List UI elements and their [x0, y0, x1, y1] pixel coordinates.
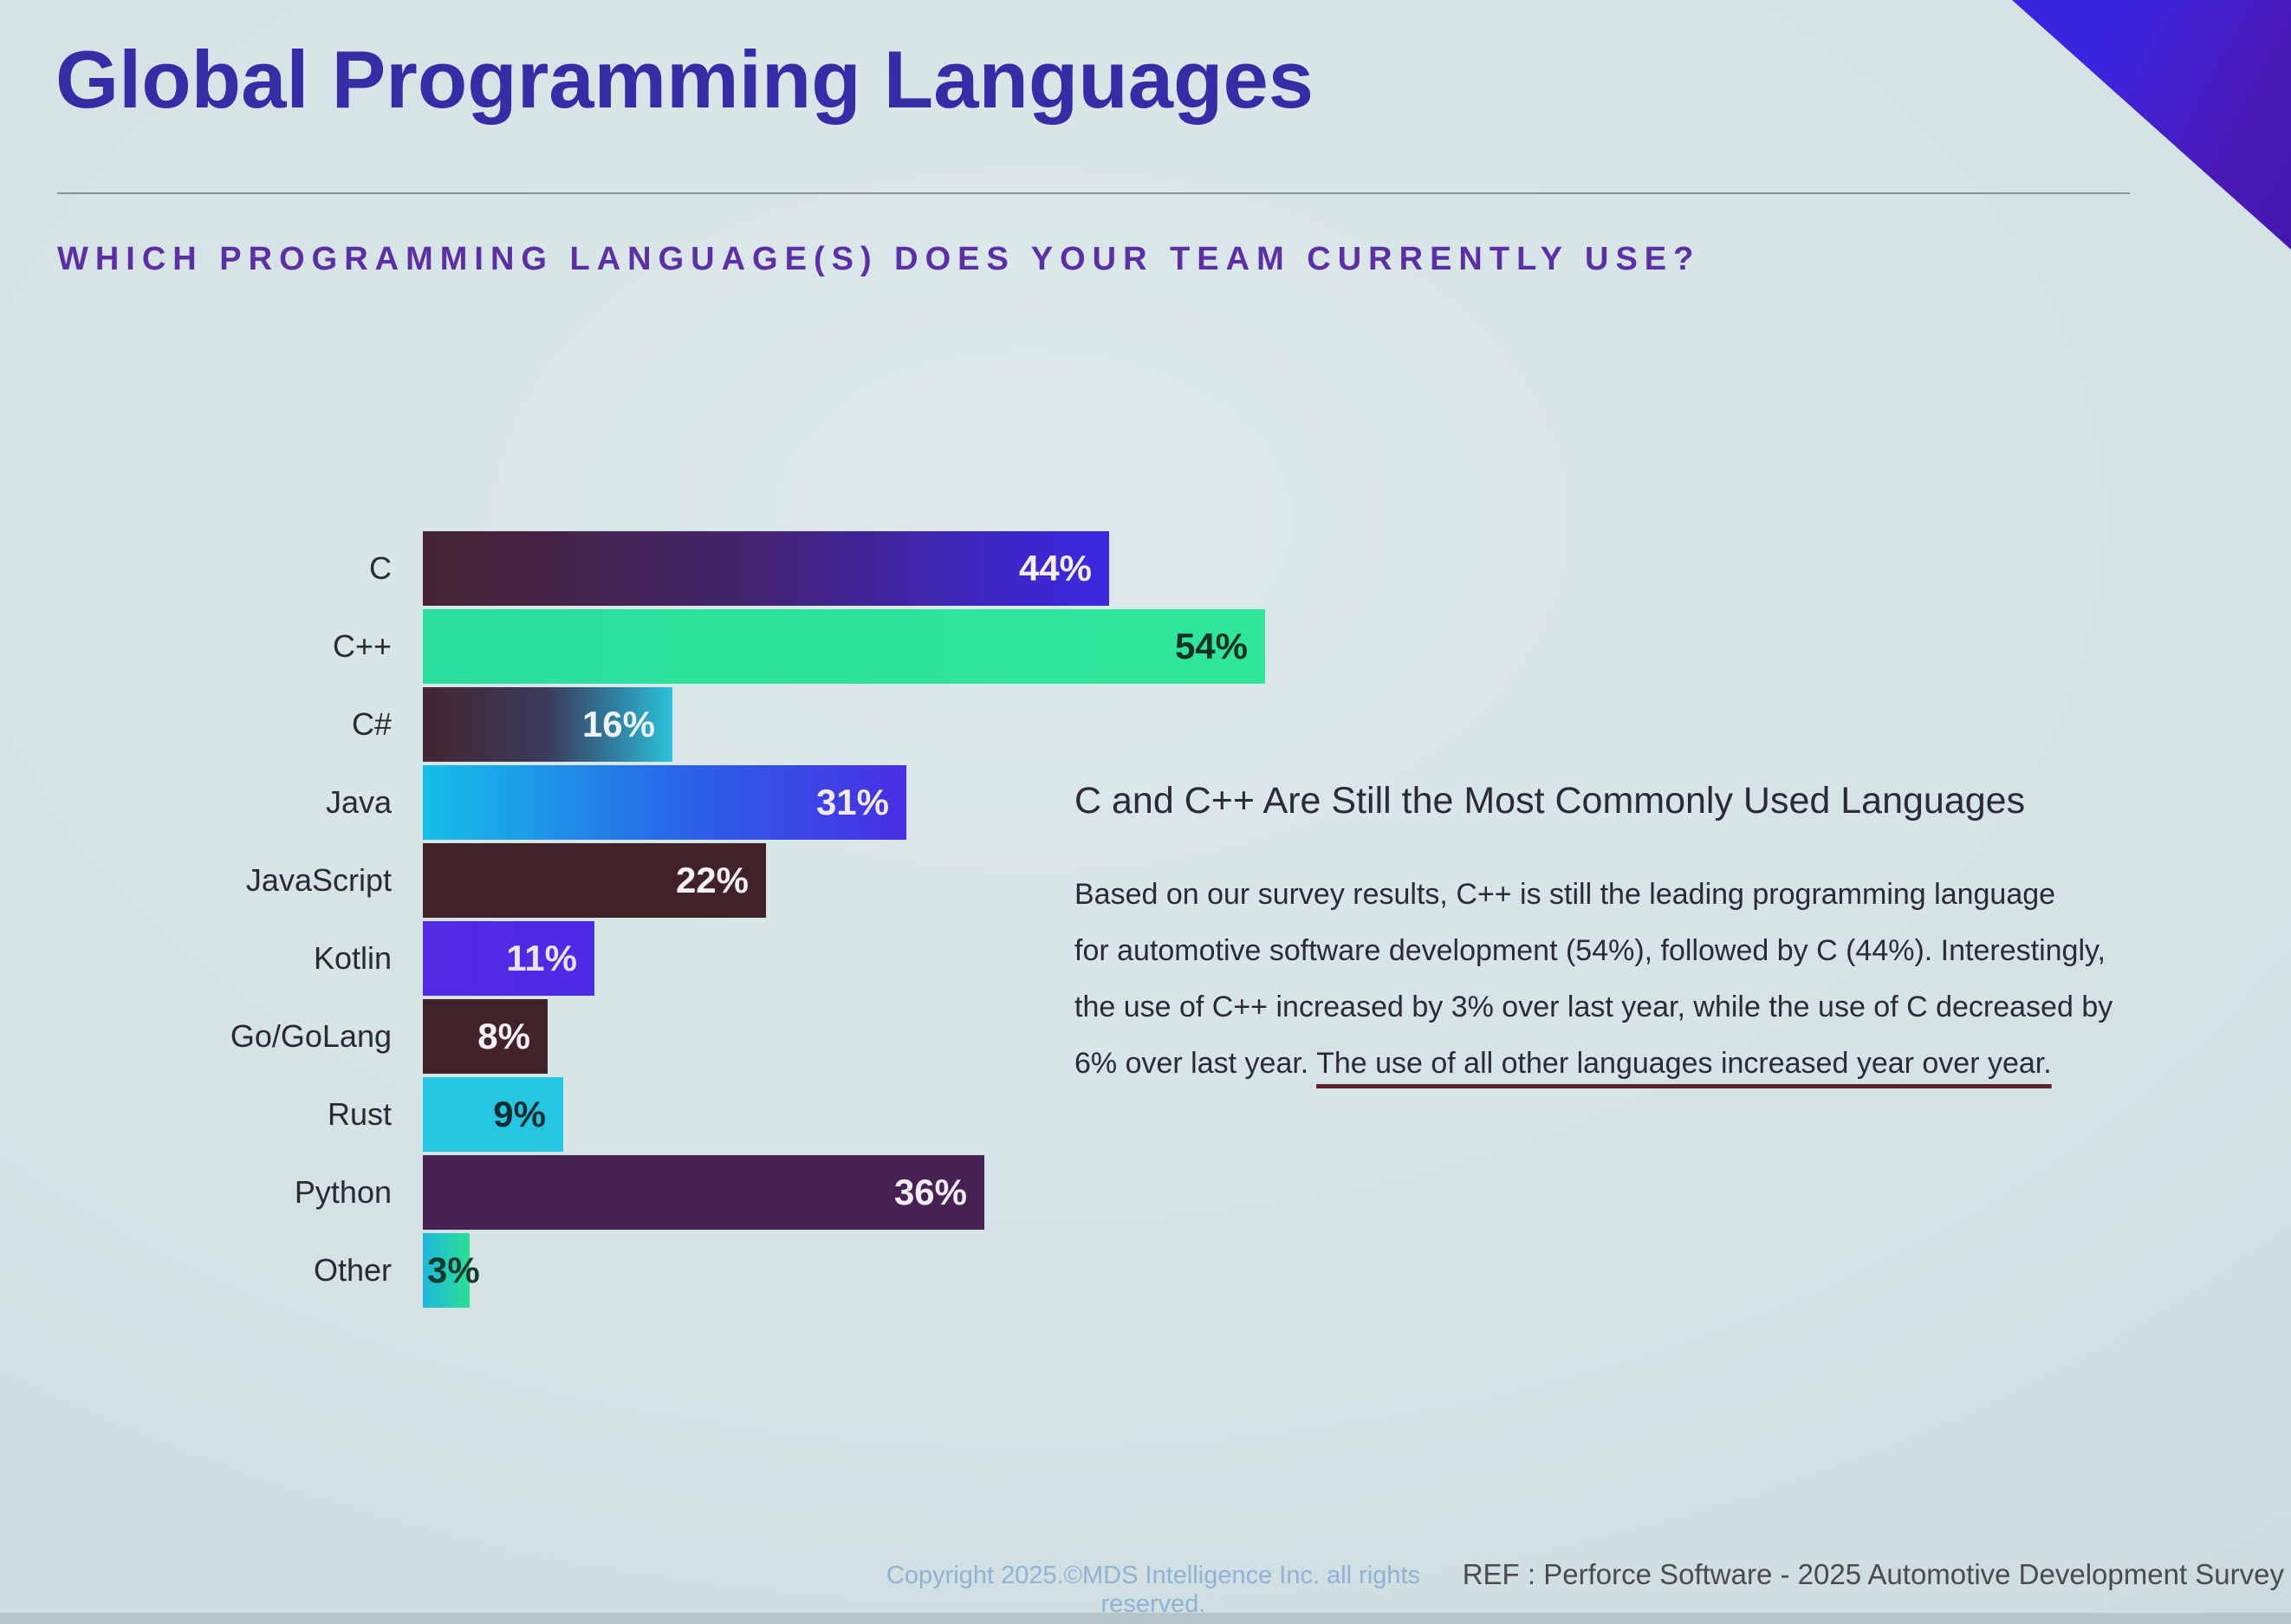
category-label: C++ — [332, 628, 392, 664]
category-label: Python — [294, 1174, 392, 1210]
bar: 44% — [423, 531, 1109, 606]
chart-row: Go/GoLang 8% — [0, 997, 1317, 1075]
value-label: 9% — [493, 1094, 546, 1134]
chart-row: Other 3% — [0, 1231, 1317, 1309]
category-label: Java — [325, 784, 392, 820]
chart-row: Python 36% — [0, 1153, 1317, 1231]
corner-triangle-decoration — [2012, 0, 2291, 250]
bar-chart: C 44% C++ 54% C# 16% Java 31% JavaScript 22% Kotli… — [0, 529, 1317, 1309]
insight-heading: C and C++ Are Still the Most Commonly Us… — [1074, 780, 2026, 822]
insight-line: 6% over last year. The use of all other … — [1074, 1036, 2113, 1092]
value-label: 54% — [1174, 626, 1248, 666]
value-label: 44% — [1018, 548, 1092, 588]
bottom-edge-band — [0, 1613, 2291, 1624]
category-label: C — [369, 550, 392, 586]
bar: 9% — [423, 1077, 563, 1152]
chart-row: C++ 54% — [0, 607, 1317, 685]
bar: 11% — [423, 921, 594, 996]
page-title: Global Programming Languages — [55, 34, 1314, 125]
insight-line: the use of C++ increased by 3% over last… — [1074, 991, 2113, 1023]
insight-line: Based on our survey results, C++ is stil… — [1074, 878, 2056, 911]
value-label: 3% — [427, 1250, 480, 1290]
bar: 8% — [423, 999, 548, 1074]
value-label: 8% — [477, 1016, 530, 1056]
bar: 22% — [423, 843, 766, 918]
value-label: 22% — [675, 860, 749, 900]
bar: 31% — [423, 765, 906, 840]
title-divider — [57, 192, 2130, 194]
insight-line: for automotive software development (54%… — [1074, 934, 2106, 967]
bar: 36% — [423, 1155, 984, 1230]
category-label: Rust — [327, 1096, 392, 1132]
chart-row: C# 16% — [0, 685, 1317, 763]
category-label: Kotlin — [313, 940, 392, 976]
chart-row: Java 31% — [0, 763, 1317, 841]
value-label: 31% — [815, 782, 889, 822]
survey-question-subtitle: WHICH PROGRAMMING LANGUAGE(S) DOES YOUR … — [57, 241, 1701, 277]
category-label: Other — [313, 1252, 392, 1288]
category-label: JavaScript — [245, 862, 392, 898]
underlined-sentence: The use of all other languages increased… — [1316, 1047, 2052, 1080]
value-label: 11% — [506, 938, 577, 978]
copyright-text: Copyright 2025.©MDS Intelligence Inc. al… — [886, 1562, 1421, 1618]
chart-row: JavaScript 22% — [0, 841, 1317, 919]
insight-paragraph: Based on our survey results, C++ is stil… — [1074, 867, 2113, 1092]
insight-line-prefix: 6% over last year. — [1074, 1047, 1317, 1080]
reference-text: REF : Perforce Software - 2025 Automotiv… — [1462, 1558, 2284, 1590]
bar: 54% — [423, 609, 1265, 684]
chart-row: Kotlin 11% — [0, 919, 1317, 997]
value-label: 36% — [893, 1172, 967, 1212]
bar: 3% — [423, 1233, 480, 1308]
bar: 16% — [423, 687, 672, 762]
chart-row: Rust 9% — [0, 1075, 1317, 1153]
value-label: 16% — [581, 704, 655, 744]
category-label: Go/GoLang — [230, 1018, 392, 1054]
chart-row: C 44% — [0, 529, 1317, 607]
category-label: C# — [351, 706, 392, 742]
